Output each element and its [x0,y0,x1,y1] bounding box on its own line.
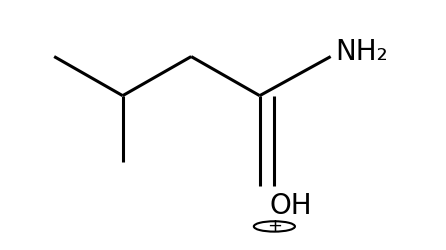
Text: NH₂: NH₂ [335,38,388,66]
Text: OH: OH [269,192,312,220]
Text: +: + [267,218,282,236]
